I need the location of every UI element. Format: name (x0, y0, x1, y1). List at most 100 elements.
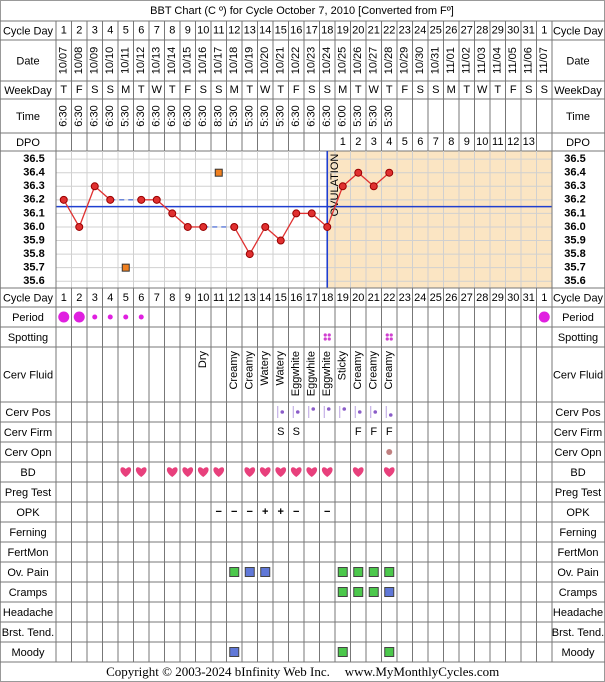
dpo-cell: 7 (433, 136, 439, 148)
weekday-cell: W (477, 84, 488, 96)
cycle_day-cell: 6 (138, 24, 144, 36)
bd-heart (352, 467, 364, 477)
time-cell: 8:30 (213, 105, 225, 126)
row-label: WeekDay (554, 85, 602, 97)
dpo-cell: 13 (523, 136, 535, 148)
y-tick-label: 35.8 (23, 248, 44, 260)
cycle_day-cell: 1 (61, 24, 67, 36)
cerv-opn-dot (386, 449, 393, 455)
luteal-shade (327, 151, 552, 288)
time-cell: 6:30 (290, 105, 302, 126)
weekday-cell: T (463, 84, 470, 96)
temp-point (90, 182, 99, 191)
temp-point (199, 222, 208, 231)
bd-heart (213, 467, 225, 477)
dpo-cell: 9 (464, 136, 470, 148)
cycle-day-cell: 8 (169, 292, 175, 304)
temp-segment (249, 226, 266, 255)
cycle-day-cell: 4 (107, 292, 113, 304)
time-cell: 5:30 (275, 105, 287, 126)
cycle-day-cell: 24 (414, 292, 426, 304)
y-tick-label: 36.2 (23, 194, 44, 206)
dpo-cell: 4 (386, 136, 392, 148)
cycle_day-cell: 31 (523, 24, 535, 36)
y-tick-label: 36.2 (564, 194, 585, 206)
date-cell: 10/14 (166, 47, 178, 75)
date-cell: 10/07 (58, 47, 70, 75)
dpo-cell: 6 (417, 136, 423, 148)
cycle_day-cell: 15 (275, 24, 287, 36)
cycle-day-cell: 12 (228, 292, 240, 304)
cerv-pos-dot (373, 410, 378, 414)
cycle_day-cell: 14 (259, 24, 271, 36)
cycle_day-cell: 25 (430, 24, 442, 36)
date-cell: 11/03 (476, 47, 488, 74)
cycle_day-cell: 9 (185, 24, 191, 36)
row-label: Spotting (558, 332, 598, 344)
weekday-cell: F (76, 84, 83, 96)
cycle_day-cell: 7 (154, 24, 160, 36)
cerv-pos-dot (280, 410, 285, 414)
temp-point (369, 182, 378, 191)
row-label: Brst. Tend. (2, 627, 54, 639)
opk-result: − (293, 506, 299, 518)
bd-heart (166, 467, 178, 477)
date-cell: 10/12 (135, 47, 147, 75)
y-tick-label: 36.0 (23, 221, 44, 233)
row-label: Cerv Firm (554, 427, 602, 439)
severity-square (353, 567, 364, 577)
cycle-day-cell: 26 (445, 292, 457, 304)
spotting-dot (385, 337, 389, 341)
weekday-cell: S (91, 84, 98, 96)
row-label: BD (570, 467, 585, 479)
severity-square (337, 567, 348, 577)
date-cell: 11/04 (492, 47, 504, 74)
y-tick-label: 35.7 (23, 262, 44, 274)
cycle_day-cell: 16 (290, 24, 302, 36)
time-cell: 6:30 (104, 105, 116, 126)
weekday-cell: W (369, 84, 380, 96)
cycle-day-cell: 3 (92, 292, 98, 304)
row-label: Cerv Pos (555, 407, 601, 419)
cerv-fluid-text: Eggwhite (306, 351, 318, 396)
weekday-cell: S (215, 84, 222, 96)
severity-square (337, 647, 348, 657)
temp-point (245, 250, 254, 259)
opk-result: + (278, 506, 284, 518)
period-dot (58, 311, 70, 323)
cycle-day-cell: 27 (461, 292, 473, 304)
row-label: Date (566, 55, 589, 67)
row-label: Cycle Day (553, 25, 604, 37)
spotting-dot (385, 333, 389, 337)
cerv-fluid-text: Watery (259, 351, 271, 386)
cycle_day-cell: 8 (169, 24, 175, 36)
cycle_day-cell: 3 (92, 24, 98, 36)
temp-point (137, 195, 146, 204)
cycle-day-cell: 29 (492, 292, 504, 304)
discarded-temp (214, 168, 223, 177)
dpo-cell: 5 (402, 136, 408, 148)
weekday-cell: T (494, 84, 501, 96)
row-label: FertMon (558, 547, 599, 559)
temp-point (323, 222, 332, 231)
date-cell: 10/31 (430, 47, 442, 75)
cycle-day-cell: 13 (244, 292, 256, 304)
row-label: Ov. Pain (557, 567, 598, 579)
date-cell: 10/10 (104, 47, 116, 75)
severity-square (229, 567, 240, 577)
row-label: DPO (566, 137, 590, 149)
weekday-cell: T (169, 84, 176, 96)
severity-square (244, 567, 255, 577)
cycle-day-cell: 5 (123, 292, 129, 304)
cycle-day-cell: 20 (352, 292, 364, 304)
severity-square (337, 587, 348, 597)
date-cell: 11/06 (523, 47, 535, 74)
spotting-dot (389, 337, 393, 341)
cycle_day-cell: 29 (492, 24, 504, 36)
row-label: Preg Test (555, 487, 601, 499)
weekday-cell: M (447, 84, 456, 96)
row-label: Cramps (9, 587, 48, 599)
cycle_day-cell: 21 (368, 24, 380, 36)
row-label: Cycle Day (3, 292, 54, 304)
